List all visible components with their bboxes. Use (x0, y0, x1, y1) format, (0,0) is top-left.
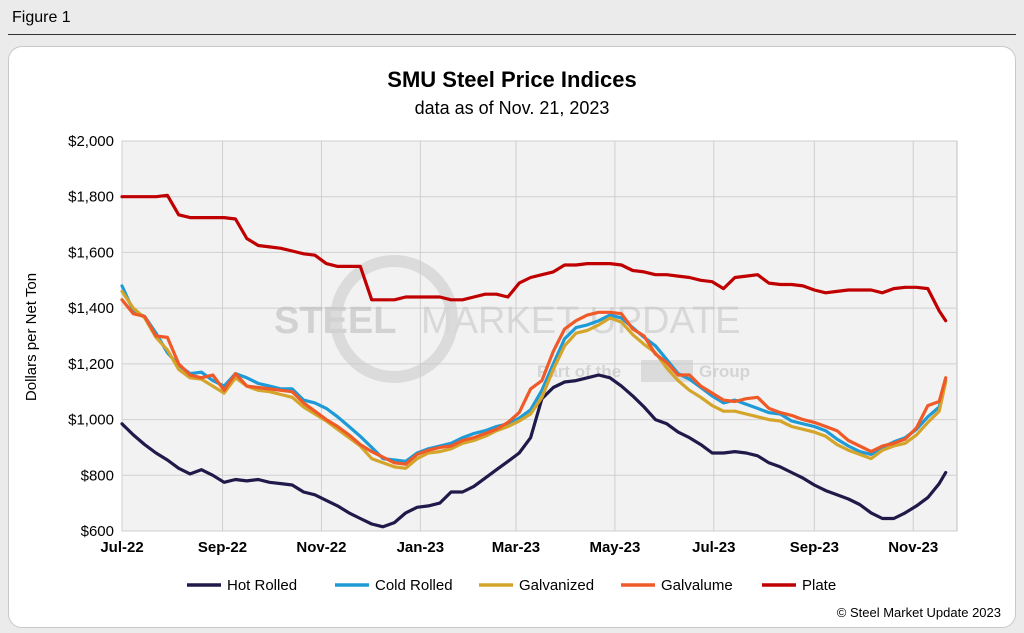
chart-subtitle: data as of Nov. 21, 2023 (415, 98, 610, 118)
chart-title: SMU Steel Price Indices (387, 67, 636, 92)
chart: SMU Steel Price Indices data as of Nov. … (23, 67, 1001, 620)
x-tick-label: Mar-23 (492, 539, 540, 556)
figure-label: Figure 1 (12, 9, 71, 26)
series-line-hot-rolled (120, 373, 948, 529)
legend-label: Hot Rolled (227, 577, 297, 594)
chart-panel: SMU Steel Price Indices data as of Nov. … (8, 46, 1016, 628)
legend: Hot Rolled Cold Rolled Galvanized Galvalume… (187, 577, 836, 594)
y-axis-ticks: $600 $800 $1,000 $1,200 $1,400 $1,600 $1,800 $2… (68, 133, 114, 540)
x-tick-label: Jul-22 (100, 539, 143, 556)
series-lines (120, 193, 948, 529)
x-tick-label: Sep-22 (198, 539, 247, 556)
x-axis-ticks: Jul-22 Sep-22 Nov-22 Jan-23 Mar-23 May-23 Jul-… (100, 539, 938, 556)
x-tick-label: Nov-23 (888, 539, 938, 556)
series-line-cold-rolled (120, 284, 948, 463)
x-tick-label: Jul-23 (692, 539, 735, 556)
series-line-galvalume (120, 298, 948, 466)
legend-label: Plate (802, 577, 836, 594)
plot-area (121, 140, 958, 532)
gridlines (121, 140, 957, 532)
y-tick-label: $2,000 (68, 133, 114, 150)
y-tick-label: $1,400 (68, 300, 114, 317)
legend-label: Galvanized (519, 577, 594, 594)
series-line-galvanized (120, 289, 948, 470)
x-tick-label: Jan-23 (397, 539, 445, 556)
y-tick-label: $1,200 (68, 356, 114, 373)
watermark-market-update-text: MARKET UPDATE (421, 300, 741, 342)
legend-label: Cold Rolled (375, 577, 453, 594)
y-tick-label: $1,600 (68, 244, 114, 261)
copyright-notice: © Steel Market Update 2023 (837, 605, 1001, 620)
y-tick-label: $800 (81, 467, 114, 484)
x-tick-label: May-23 (589, 539, 640, 556)
x-tick-label: Sep-23 (790, 539, 839, 556)
y-tick-label: $1,800 (68, 189, 114, 206)
y-axis-label: Dollars per Net Ton (23, 273, 40, 401)
x-tick-label: Nov-22 (296, 539, 346, 556)
y-tick-label: $1,000 (68, 412, 114, 429)
figure-divider (8, 34, 1016, 35)
series-line-plate (120, 193, 948, 323)
legend-label: Galvalume (661, 577, 733, 594)
watermark-group-text: Group (699, 362, 750, 381)
watermark-steel-text: STEEL (274, 300, 396, 342)
y-tick-label: $600 (81, 523, 114, 540)
